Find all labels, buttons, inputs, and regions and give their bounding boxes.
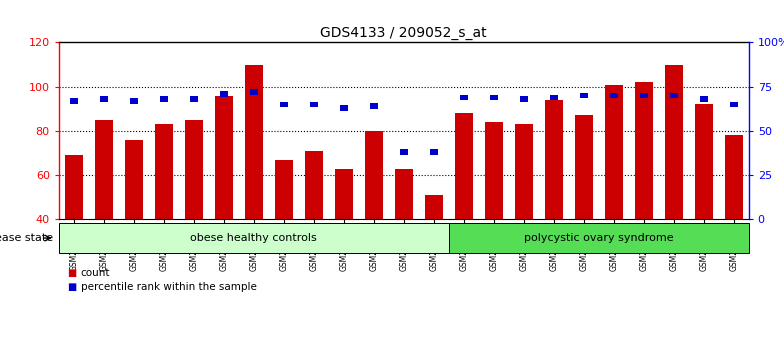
Bar <box>695 104 713 219</box>
Bar <box>65 155 83 219</box>
Bar <box>579 93 588 98</box>
Text: ■: ■ <box>67 282 76 292</box>
Bar <box>100 96 108 102</box>
Bar <box>245 64 263 219</box>
Bar <box>274 160 292 219</box>
Bar <box>430 149 437 155</box>
Text: polycystic ovary syndrome: polycystic ovary syndrome <box>524 233 673 243</box>
Bar <box>95 120 113 219</box>
Bar <box>485 122 503 219</box>
Bar <box>545 100 563 219</box>
Text: ■: ■ <box>67 268 76 278</box>
Bar <box>550 95 557 100</box>
Bar <box>635 82 653 219</box>
Bar <box>515 124 533 219</box>
Bar <box>370 103 378 109</box>
Bar <box>575 115 593 219</box>
Text: obese healthy controls: obese healthy controls <box>191 233 318 243</box>
Bar <box>455 113 473 219</box>
Bar <box>640 93 648 98</box>
Text: disease state: disease state <box>0 233 53 243</box>
Bar <box>365 131 383 219</box>
Text: count: count <box>81 268 111 278</box>
Bar <box>215 96 233 219</box>
Bar <box>220 91 228 97</box>
Bar <box>459 95 468 100</box>
Bar <box>339 105 348 111</box>
Text: percentile rank within the sample: percentile rank within the sample <box>81 282 256 292</box>
Bar <box>129 98 138 104</box>
Bar <box>335 169 353 219</box>
Bar <box>305 151 323 219</box>
Bar <box>250 89 258 95</box>
Bar <box>400 149 408 155</box>
Bar <box>395 169 412 219</box>
Title: GDS4133 / 209052_s_at: GDS4133 / 209052_s_at <box>321 26 487 40</box>
Bar <box>70 98 78 104</box>
Bar <box>280 102 288 107</box>
Bar <box>610 93 618 98</box>
Bar <box>160 96 168 102</box>
Bar <box>310 102 318 107</box>
Bar <box>604 85 622 219</box>
Bar <box>425 195 443 219</box>
Bar <box>190 96 198 102</box>
Bar <box>154 124 172 219</box>
Bar <box>699 96 708 102</box>
Bar <box>730 102 738 107</box>
Bar <box>665 64 683 219</box>
Bar <box>724 135 742 219</box>
Bar <box>185 120 203 219</box>
Bar <box>520 96 528 102</box>
Bar <box>125 140 143 219</box>
Bar <box>670 93 678 98</box>
Bar <box>490 95 498 100</box>
